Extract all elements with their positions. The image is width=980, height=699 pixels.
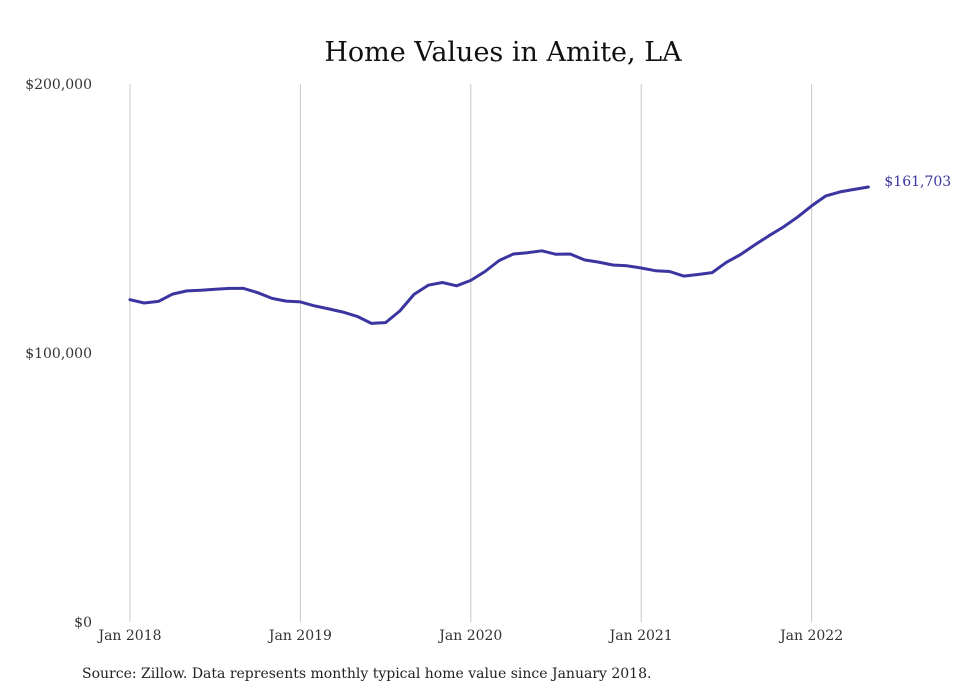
vertical-gridlines (129, 84, 813, 622)
y-tick-label: $200,000 (25, 77, 92, 93)
chart-title: Home Values in Amite, LA (324, 37, 682, 68)
series-line (128, 185, 870, 325)
x-tick-label: Jan 2019 (267, 628, 332, 644)
x-tick-label: Jan 2018 (96, 628, 161, 644)
y-axis-tick-labels: $0 $100,000 $200,000 (25, 77, 92, 631)
x-tick-label: Jan 2021 (608, 628, 673, 644)
y-tick-label: $100,000 (25, 346, 92, 362)
x-tick-label: Jan 2022 (778, 628, 843, 644)
y-tick-label: $0 (74, 615, 92, 631)
end-value-label: $161,703 (884, 174, 951, 190)
x-tick-label: Jan 2020 (437, 628, 502, 644)
series-layer: $161,703 (128, 174, 951, 325)
source-note: Source: Zillow. Data represents monthly … (82, 666, 652, 682)
x-axis-tick-labels: Jan 2018 Jan 2019 Jan 2020 Jan 2021 Jan 2022 (96, 628, 843, 644)
